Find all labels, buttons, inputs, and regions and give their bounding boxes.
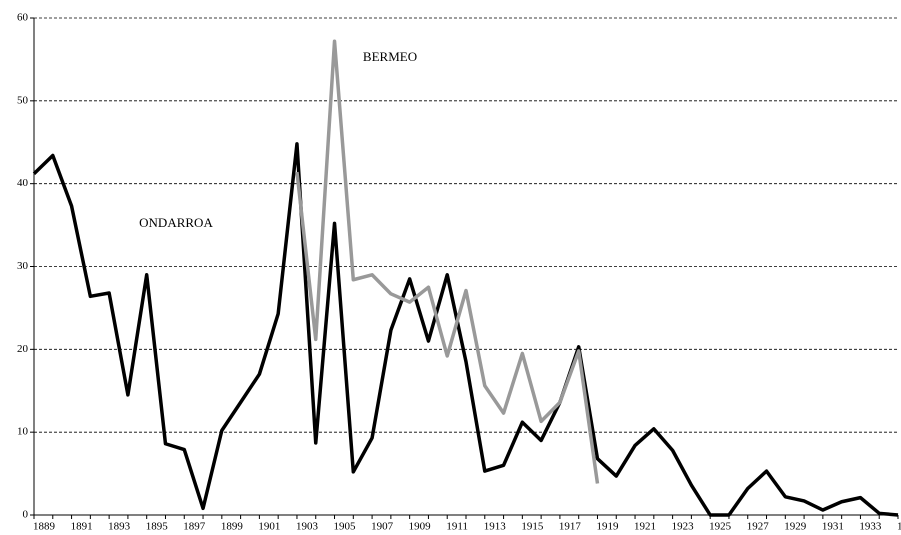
x-tick-label: 1897 bbox=[183, 521, 206, 533]
line bbox=[32, 142, 899, 517]
x-tick-label: 1927 bbox=[747, 521, 770, 533]
x-tick-label: 1911 bbox=[446, 521, 468, 533]
y-tick-label: 40 bbox=[17, 177, 29, 189]
x-tick-label: 1905 bbox=[334, 521, 357, 533]
x-tick-label: 1925 bbox=[709, 521, 732, 533]
x-tick-label: 1935 bbox=[897, 521, 901, 533]
y-tick-label: 10 bbox=[17, 426, 29, 438]
series-label: BERMEO bbox=[363, 49, 417, 64]
x-tick-label: 1929 bbox=[784, 521, 807, 533]
line bbox=[295, 39, 600, 484]
x-tick-label: 1891 bbox=[71, 521, 93, 533]
x-tick-label: 1923 bbox=[672, 521, 695, 533]
x-tick-label: 1903 bbox=[296, 521, 319, 533]
x-tick-label: 1901 bbox=[258, 521, 280, 533]
x-tick-label: 1917 bbox=[559, 521, 582, 533]
y-tick-label: 60 bbox=[17, 12, 29, 24]
x-tick-label: 1931 bbox=[822, 521, 844, 533]
x-tick-label: 1921 bbox=[634, 521, 656, 533]
series-label: ONDARROA bbox=[139, 215, 213, 230]
x-tick-label: 1907 bbox=[371, 521, 394, 533]
x-tick-label: 1933 bbox=[859, 521, 882, 533]
x-tick-label: 1919 bbox=[596, 521, 619, 533]
y-tick-label: 30 bbox=[17, 260, 29, 272]
x-tick-label: 1889 bbox=[33, 521, 56, 533]
y-tick-label: 20 bbox=[17, 343, 29, 355]
x-tick-label: 1913 bbox=[484, 521, 507, 533]
x-tick-label: 1899 bbox=[221, 521, 244, 533]
y-tick-label: 0 bbox=[23, 509, 29, 521]
x-tick-label: 1893 bbox=[108, 521, 131, 533]
x-tick-label: 1915 bbox=[521, 521, 544, 533]
y-tick-label: 50 bbox=[17, 94, 29, 106]
x-tick-label: 1909 bbox=[409, 521, 432, 533]
x-tick-label: 1895 bbox=[146, 521, 169, 533]
